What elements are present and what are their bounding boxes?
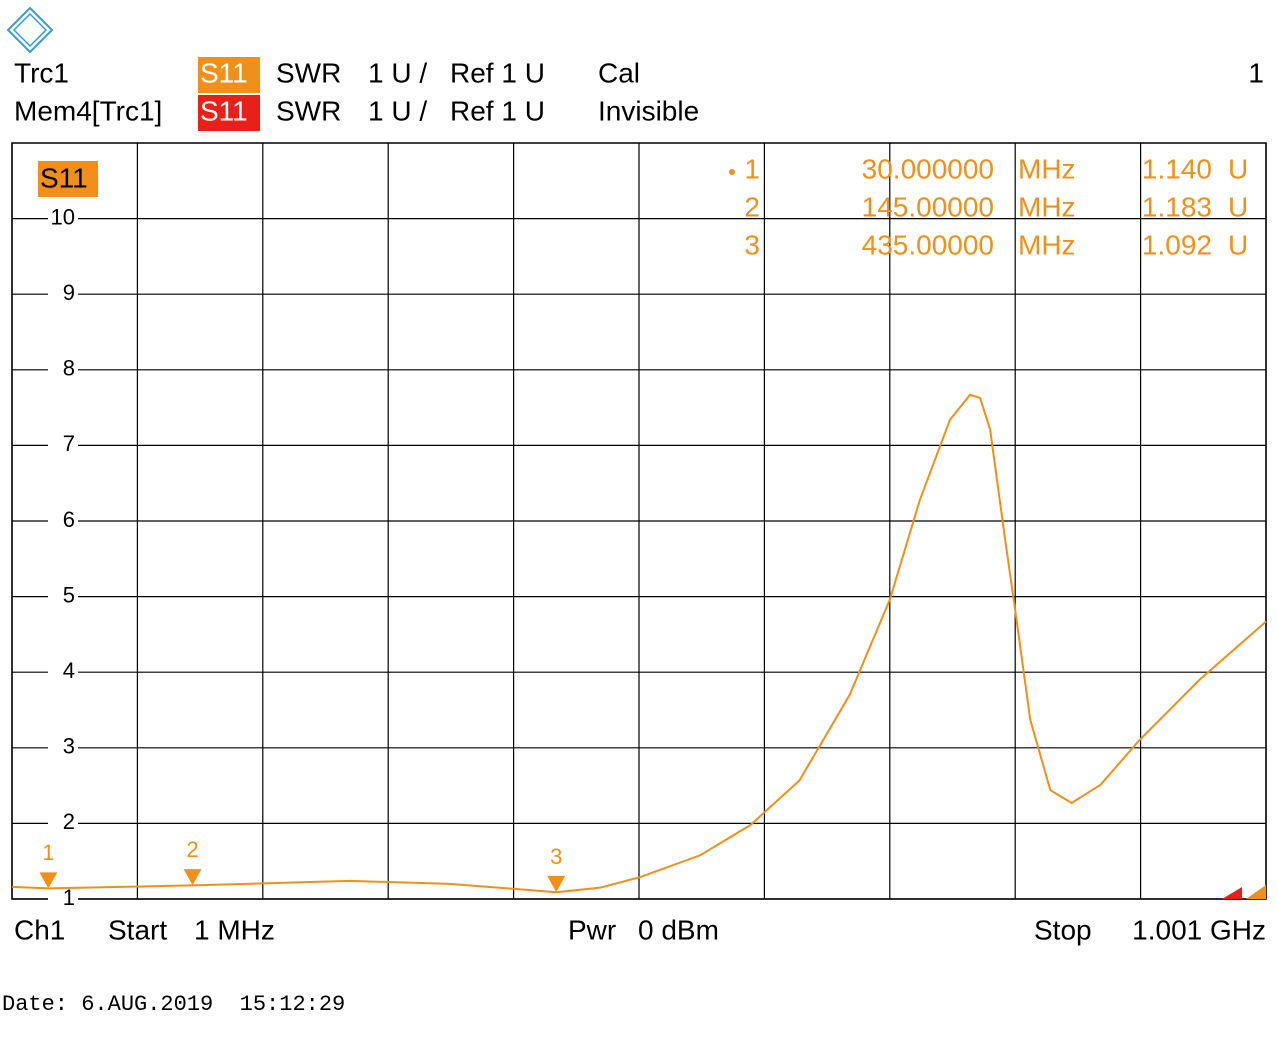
tick-label-bg — [48, 282, 78, 307]
marker-y: 1.092 — [1142, 229, 1212, 260]
marker-y: 1.183 — [1142, 191, 1212, 222]
badge — [198, 95, 260, 131]
power: 0 dBm — [638, 914, 719, 945]
edge-flag — [1246, 885, 1266, 899]
marker-x-unit: MHz — [1018, 229, 1076, 260]
y-tick-label: 7 — [63, 431, 75, 456]
marker-y: 1.140 — [1142, 153, 1212, 184]
scale: 1 U / — [368, 95, 427, 126]
marker-y-unit: U — [1228, 229, 1248, 260]
marker-name: 2 — [744, 191, 760, 222]
ref: Ref 1 U — [450, 57, 545, 88]
mem-state: Invisible — [598, 95, 699, 126]
format: SWR — [276, 57, 341, 88]
param: S11 — [200, 95, 248, 126]
trace-label: S11 — [40, 162, 88, 193]
ref: Ref 1 U — [450, 95, 545, 126]
tick-label-bg — [48, 357, 78, 382]
logo — [6, 6, 54, 54]
tick-label-bg — [48, 811, 78, 836]
scale: 1 U / — [368, 57, 427, 88]
marker-label: 2 — [186, 837, 198, 862]
marker-y-unit: U — [1228, 153, 1248, 184]
tick-label-bg — [48, 735, 78, 760]
active-dot — [729, 169, 735, 175]
tick-label-bg — [48, 584, 78, 609]
stop-label: Stop — [1034, 914, 1092, 945]
marker-label: 3 — [550, 844, 562, 869]
channel-number: 1 — [1248, 57, 1264, 88]
marker-x: 435.00000 — [862, 229, 994, 260]
y-tick-label: 4 — [63, 658, 75, 683]
date: Date: 6.AUG.2019 15:12:29 — [2, 992, 345, 1017]
tick-label-bg — [48, 660, 78, 685]
power-label: Pwr — [568, 914, 616, 945]
channel: Ch1 — [14, 914, 65, 945]
badge — [198, 57, 260, 93]
marker — [547, 876, 566, 893]
y-tick-label: 2 — [63, 809, 75, 834]
marker — [183, 869, 202, 886]
y-tick-label: 3 — [63, 734, 75, 759]
start: 1 MHz — [194, 914, 275, 945]
marker-label: 1 — [42, 840, 54, 865]
marker-y-unit: U — [1228, 191, 1248, 222]
marker-x: 145.00000 — [862, 191, 994, 222]
stop: 1.001 GHz — [1132, 914, 1266, 945]
trace-badge — [38, 161, 98, 197]
y-tick-label: 1 — [63, 885, 75, 910]
marker-x: 30.000000 — [862, 153, 994, 184]
cal: Cal — [598, 57, 640, 88]
marker-name: 1 — [744, 153, 760, 184]
trace-name: Trc1 — [14, 57, 69, 88]
marker-name: 3 — [744, 229, 760, 260]
tick-label-bg — [48, 433, 78, 458]
edge-flag — [1222, 887, 1242, 899]
y-tick-label: 8 — [63, 356, 75, 381]
marker-x-unit: MHz — [1018, 153, 1076, 184]
y-tick-label: 6 — [63, 507, 75, 532]
param: S11 — [200, 57, 248, 88]
y-tick-label: 10 — [51, 204, 75, 229]
marker-x-unit: MHz — [1018, 191, 1076, 222]
y-tick-label: 9 — [63, 280, 75, 305]
marker — [39, 872, 58, 889]
start-label: Start — [108, 914, 167, 945]
memory-name: Mem4[Trc1] — [14, 95, 162, 126]
format: SWR — [276, 95, 341, 126]
trace — [11, 393, 1267, 894]
tick-label-bg — [48, 509, 78, 533]
tick-label-bg — [48, 887, 78, 911]
y-tick-label: 5 — [63, 582, 75, 607]
tick-label-bg — [48, 206, 78, 231]
